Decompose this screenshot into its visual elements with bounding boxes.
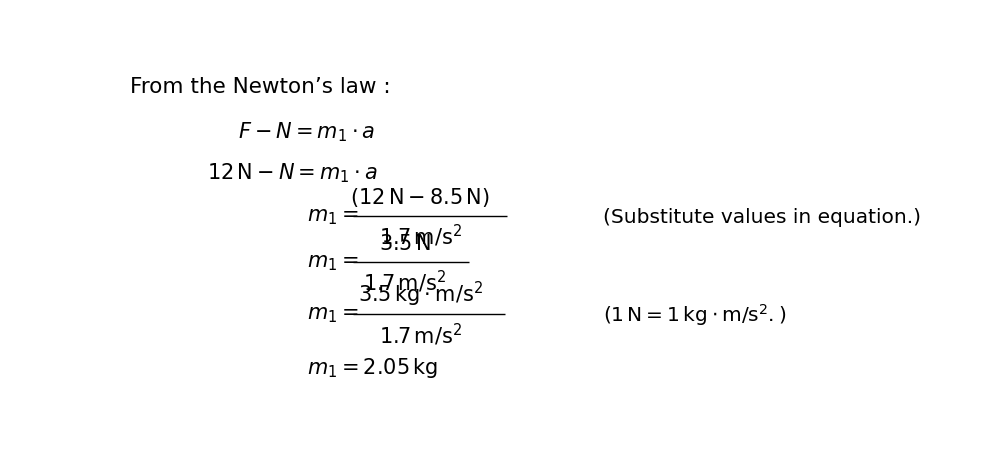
Text: $m_1 =$: $m_1 =$	[307, 305, 358, 325]
Text: $(1\,\mathrm{N} = 1\,\mathrm{kg} \cdot \mathrm{m/s}^2.)$: $(1\,\mathrm{N} = 1\,\mathrm{kg} \cdot \…	[603, 301, 786, 327]
Text: $12\,\mathrm{N} - N = m_1 \cdot a$: $12\,\mathrm{N} - N = m_1 \cdot a$	[208, 161, 378, 184]
Text: $3.5\,\mathrm{kg} \cdot \mathrm{m/s}^2$: $3.5\,\mathrm{kg} \cdot \mathrm{m/s}^2$	[357, 280, 483, 309]
Text: $1.7\,\mathrm{m/s}^2$: $1.7\,\mathrm{m/s}^2$	[378, 223, 462, 248]
Text: $F - N = m_1 \cdot a$: $F - N = m_1 \cdot a$	[238, 120, 375, 144]
Text: $1.7\,\mathrm{m/s}^2$: $1.7\,\mathrm{m/s}^2$	[363, 268, 447, 295]
Text: $m_1 =$: $m_1 =$	[307, 207, 358, 227]
Text: From the Newton’s law :: From the Newton’s law :	[130, 77, 391, 97]
Text: $m_1 = 2.05\,\mathrm{kg}$: $m_1 = 2.05\,\mathrm{kg}$	[307, 355, 438, 379]
Text: (Substitute values in equation.): (Substitute values in equation.)	[603, 207, 921, 226]
Text: $3.5\,\mathrm{N}$: $3.5\,\mathrm{N}$	[379, 233, 431, 253]
Text: $1.7\,\mathrm{m/s}^2$: $1.7\,\mathrm{m/s}^2$	[378, 321, 462, 347]
Text: $m_1 =$: $m_1 =$	[307, 252, 358, 272]
Text: $(12\,\mathrm{N} - 8.5\,\mathrm{N})$: $(12\,\mathrm{N} - 8.5\,\mathrm{N})$	[351, 186, 491, 209]
